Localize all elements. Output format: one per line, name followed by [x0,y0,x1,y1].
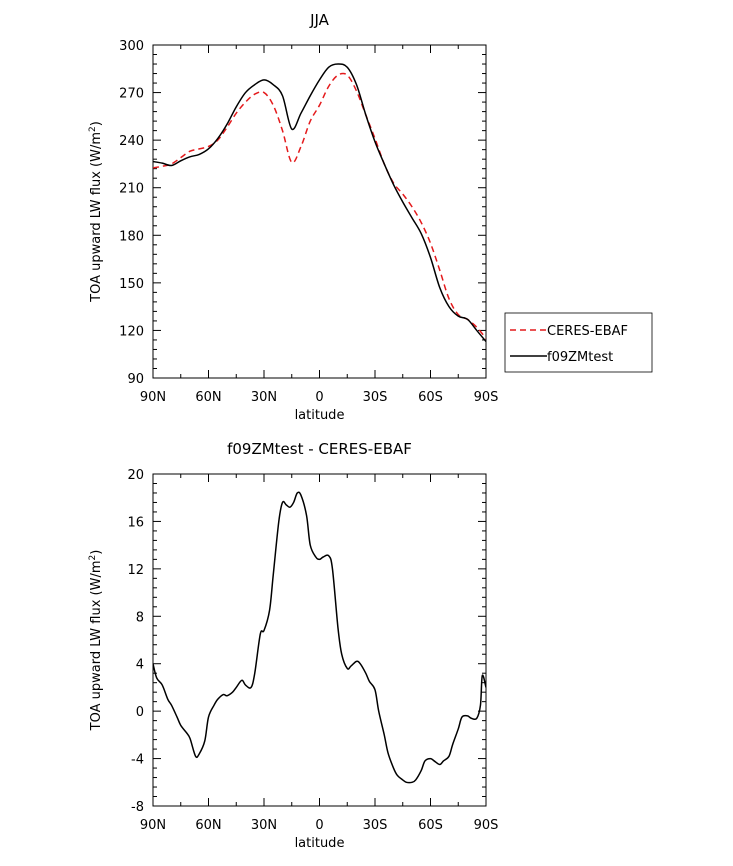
x-tick-label: 90S [474,818,499,833]
y-tick-label: 270 [119,87,144,102]
x-tick-label: 60N [195,818,221,833]
y-tick-label: 0 [136,705,144,720]
legend: CERES-EBAF f09ZMtest [504,312,653,373]
chart-title: JJA [309,11,330,29]
y-tick-label: 120 [119,324,144,339]
y-tick-label: 210 [119,182,144,197]
y-tick-label: 16 [127,515,144,530]
x-tick-label: 0 [315,818,323,833]
x-tick-label: 30N [251,390,277,405]
y-tick-label: 4 [136,658,144,673]
x-tick-label: 30S [363,390,388,405]
y-tick-label: 8 [136,610,144,625]
x-tick-label: 30N [251,818,277,833]
x-tick-label: 60S [418,390,443,405]
legend-label: f09ZMtest [547,350,613,365]
series-line-f09zmtest [153,63,486,343]
y-tick-label: -4 [131,753,144,768]
y-tick-label: 12 [127,563,144,578]
y-tick-label: 240 [119,134,144,149]
plot-frame [152,473,487,807]
x-tick-label: 0 [315,390,323,405]
chart-title: f09ZMtest - CERES-EBAF [227,440,412,458]
x-tick-label: 90S [474,390,499,405]
y-tick-label: 150 [119,277,144,292]
x-tick-label: 30S [363,818,388,833]
y-tick-label: -8 [131,800,144,815]
y-tick-label: 20 [127,468,144,483]
y-tick-label: 180 [119,229,144,244]
x-tick-label: 90N [140,390,166,405]
chart-panel-2: f09ZMtest - CERES-EBAF 90N 60N 30N 0 30S 60S 90… [88,440,498,851]
x-tick-label: 90N [140,818,166,833]
y-tick-label: 90 [127,372,144,387]
legend-box [504,312,653,373]
x-axis-label: latitude [295,836,345,851]
x-tick-label: 60N [195,390,221,405]
y-axis-label: TOA upward LW flux (W/m2) [88,550,104,732]
y-tick-label: 300 [119,39,144,54]
y-axis-label: TOA upward LW flux (W/m2) [88,121,104,303]
x-tick-label: 60S [418,818,443,833]
chart-panel-1: JJA 90N 60N 30N 0 30S 60S 90S 90 120 150 180 210 240 2… [88,11,653,423]
series-line-ceres-ebaf [153,72,486,339]
x-axis-label: latitude [295,408,345,423]
plot-frame [152,44,487,379]
difference-line [153,491,486,784]
legend-label: CERES-EBAF [547,324,628,339]
